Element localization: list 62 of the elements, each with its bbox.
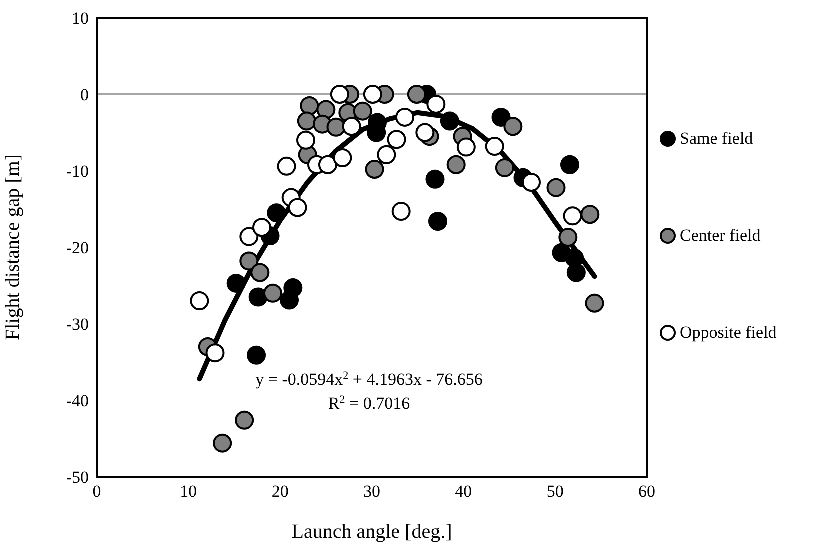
point: [365, 160, 384, 179]
point: [522, 172, 541, 192]
point: [250, 263, 270, 282]
point: [330, 85, 350, 104]
point: [318, 155, 338, 174]
point: [485, 137, 504, 156]
x-tick-label: 40: [455, 482, 472, 502]
point: [296, 130, 316, 150]
point: [566, 263, 586, 282]
point: [206, 344, 225, 363]
point: [546, 178, 566, 198]
point: [247, 346, 266, 365]
point: [492, 108, 511, 127]
x-axis-title: Launch angle [deg.]: [292, 521, 452, 543]
point: [560, 155, 580, 174]
point: [316, 100, 336, 120]
legend-label: Opposite field: [680, 322, 777, 342]
point: [264, 284, 282, 303]
point: [213, 434, 232, 453]
x-tick-label: 30: [364, 482, 380, 502]
point: [396, 108, 414, 127]
point: [416, 123, 435, 142]
y-tick-label: 10: [72, 9, 89, 28]
point: [585, 294, 604, 313]
point: [353, 102, 372, 121]
y-tick-label: -50: [66, 468, 89, 488]
point: [504, 117, 523, 136]
y-tick-label: -10: [66, 162, 89, 182]
x-tick-label: 50: [546, 482, 564, 502]
point: [252, 218, 272, 238]
point: [235, 410, 254, 430]
y-axis-title: Flight distance gap [m]: [2, 154, 24, 341]
point: [446, 155, 466, 174]
y-tick-label: 0: [80, 86, 89, 105]
legend-label: Same field: [680, 128, 754, 148]
point: [558, 228, 578, 248]
point: [248, 288, 268, 307]
point: [440, 112, 460, 131]
point: [297, 112, 316, 131]
x-tick-label: 20: [272, 482, 289, 502]
y-tick-label: -30: [66, 315, 89, 334]
legend-label: Center field: [680, 226, 761, 246]
point: [280, 290, 299, 310]
point: [495, 158, 514, 178]
x-tick-label: 10: [180, 482, 198, 502]
point: [580, 205, 600, 224]
point: [326, 118, 346, 137]
point: [456, 138, 476, 157]
annotation: y = -0.0594x$^{2}$ + 4.1963x - 76.656: [256, 370, 483, 390]
point: [240, 252, 259, 271]
x-tick-label: 0: [92, 482, 102, 502]
point: [407, 85, 426, 104]
point: [363, 85, 382, 104]
point: [267, 204, 286, 223]
point: [428, 212, 448, 231]
point: [426, 170, 445, 189]
y-tick-label: -20: [66, 238, 89, 258]
y-tick-label: -40: [66, 392, 89, 411]
point: [288, 198, 308, 218]
annotation: R$^{2}$ = 0.7016: [328, 394, 410, 414]
point: [226, 274, 246, 293]
x-tick-label: 60: [638, 482, 656, 502]
